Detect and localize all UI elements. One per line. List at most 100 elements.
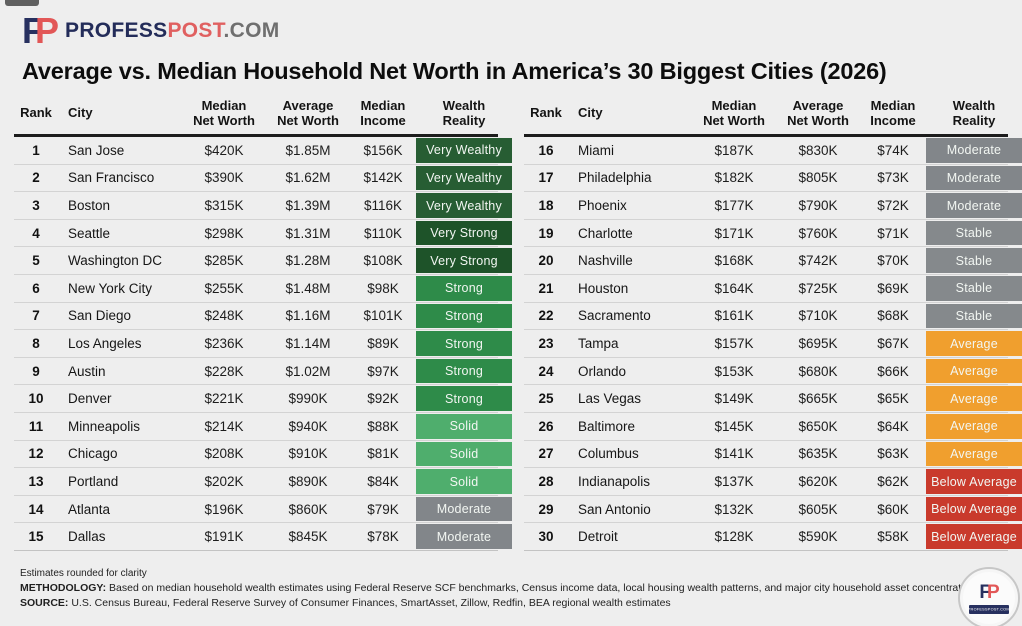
median-net-worth-cell: $182K xyxy=(714,170,754,186)
median-income-cell: $142K xyxy=(363,170,403,186)
brand-seal: FP PROFESSPOST.COM xyxy=(958,567,1020,626)
wealth-reality-cell: Moderate xyxy=(926,192,1022,219)
wealth-reality-cell: Strong xyxy=(416,303,512,330)
wealth-badge: Average xyxy=(926,358,1022,384)
median-income-cell: $63K xyxy=(877,446,909,462)
wealth-reality-cell: Very Strong xyxy=(416,247,512,274)
brand-name-primary: PROFESS xyxy=(65,19,168,42)
median-income-cell: $67K xyxy=(877,336,909,352)
wealth-badge: Stable xyxy=(926,303,1022,329)
average-net-worth-cell: $990K xyxy=(288,391,328,407)
city-cell: Orlando xyxy=(578,363,627,379)
table-right-header: Rank City Median Net Worth Average Net W… xyxy=(524,94,1008,138)
wealth-reality-cell: Moderate xyxy=(416,523,512,550)
median-net-worth-cell: $171K xyxy=(714,225,754,241)
average-net-worth-cell: $695K xyxy=(798,336,838,352)
median-income-cell: $70K xyxy=(877,253,909,269)
rank-cell: 29 xyxy=(538,501,554,517)
city-cell: Miami xyxy=(578,142,614,158)
median-income-cell: $88K xyxy=(367,418,399,434)
wealth-badge: Below Average xyxy=(926,469,1022,494)
table-row: 15 Dallas $191K $845K $78K Moderate xyxy=(14,523,512,551)
col-header-median-net-worth: Median Net Worth xyxy=(703,98,765,128)
average-net-worth-cell: $605K xyxy=(798,501,838,517)
city-cell: Las Vegas xyxy=(578,391,642,407)
median-net-worth-cell: $128K xyxy=(714,529,754,545)
median-income-cell: $98K xyxy=(367,280,399,296)
wealth-reality-cell: Very Strong xyxy=(416,220,512,247)
wealth-badge: Average xyxy=(926,331,1022,356)
median-income-cell: $73K xyxy=(877,170,909,186)
methodology-text: Based on median household wealth estimat… xyxy=(106,582,987,594)
average-net-worth-cell: $620K xyxy=(798,474,838,490)
seal-pill: PROFESSPOST.COM xyxy=(969,604,1009,614)
table-row: 26 Baltimore $145K $650K $64K Average xyxy=(524,413,1022,441)
rank-cell: 28 xyxy=(538,474,554,490)
rank-cell: 25 xyxy=(538,391,554,407)
city-cell: Indianapolis xyxy=(578,474,651,490)
table-row: 3 Boston $315K $1.39M $116K Very Wealthy xyxy=(14,192,512,220)
brand-name-suffix: .COM xyxy=(223,19,280,42)
wealth-badge: Moderate xyxy=(416,496,512,522)
median-income-cell: $71K xyxy=(877,225,909,241)
city-cell: Tampa xyxy=(578,336,619,352)
wealth-reality-cell: Below Average xyxy=(926,468,1022,495)
city-cell: Nashville xyxy=(578,253,633,269)
brand-name: PROFESSPOST.COM xyxy=(65,19,280,43)
wealth-reality-cell: Average xyxy=(926,358,1022,385)
table-row: 20 Nashville $168K $742K $70K Stable xyxy=(524,247,1022,276)
average-net-worth-cell: $760K xyxy=(798,225,838,241)
wealth-reality-cell: Below Average xyxy=(926,496,1022,523)
table-row: 16 Miami $187K $830K $74K Moderate xyxy=(524,137,1022,165)
tables-region: Rank City Median Net Worth Average Net W… xyxy=(0,85,1022,551)
rank-cell: 22 xyxy=(538,308,554,324)
median-income-cell: $78K xyxy=(367,529,399,545)
median-income-cell: $66K xyxy=(877,363,909,379)
wealth-badge: Moderate xyxy=(926,138,1022,163)
rank-cell: 15 xyxy=(28,529,44,545)
city-cell: Sacramento xyxy=(578,308,651,324)
median-income-cell: $116K xyxy=(363,198,403,214)
rank-cell: 12 xyxy=(28,446,44,462)
median-income-cell: $60K xyxy=(877,501,909,517)
rank-cell: 26 xyxy=(538,418,554,434)
wealth-badge: Below Average xyxy=(926,524,1022,549)
median-net-worth-cell: $145K xyxy=(714,418,754,434)
wealth-badge: Solid xyxy=(416,441,512,467)
wealth-badge: Moderate xyxy=(926,193,1022,218)
footer-source: SOURCE: U.S. Census Bureau, Federal Rese… xyxy=(20,597,1000,609)
wealth-reality-cell: Solid xyxy=(416,468,512,495)
average-net-worth-cell: $805K xyxy=(798,170,838,186)
wealth-reality-cell: Average xyxy=(926,385,1022,412)
wealth-badge: Stable xyxy=(926,248,1022,274)
city-cell: Los Angeles xyxy=(68,336,142,352)
median-net-worth-cell: $196K xyxy=(204,501,244,517)
col-header-rank: Rank xyxy=(530,105,562,121)
median-net-worth-cell: $153K xyxy=(714,363,754,379)
median-net-worth-cell: $177K xyxy=(714,198,754,214)
col-header-median-income: Median Income xyxy=(870,98,916,128)
logo-letter-f: F xyxy=(22,10,44,51)
city-cell: San Francisco xyxy=(68,170,155,186)
median-income-cell: $79K xyxy=(367,501,399,517)
table-row: 12 Chicago $208K $910K $81K Solid xyxy=(14,441,512,469)
rank-cell: 17 xyxy=(538,170,554,186)
table-row: 14 Atlanta $196K $860K $79K Moderate xyxy=(14,496,512,524)
average-net-worth-cell: $725K xyxy=(798,280,838,296)
col-header-median-income: Median Income xyxy=(360,98,406,128)
table-row: 6 New York City $255K $1.48M $98K Strong xyxy=(14,275,512,303)
wealth-badge: Strong xyxy=(416,386,512,412)
city-cell: Minneapolis xyxy=(68,418,141,434)
median-net-worth-cell: $157K xyxy=(714,336,754,352)
median-net-worth-cell: $187K xyxy=(714,142,754,158)
rank-cell: 11 xyxy=(28,418,44,434)
city-cell: Austin xyxy=(68,363,106,379)
median-net-worth-cell: $236K xyxy=(204,336,244,352)
wealth-badge: Strong xyxy=(416,276,512,301)
city-cell: Atlanta xyxy=(68,501,111,517)
wealth-reality-cell: Very Wealthy xyxy=(416,165,512,192)
wealth-badge: Average xyxy=(926,414,1022,439)
rank-cell: 30 xyxy=(538,529,554,545)
wealth-reality-cell: Very Wealthy xyxy=(416,137,512,164)
